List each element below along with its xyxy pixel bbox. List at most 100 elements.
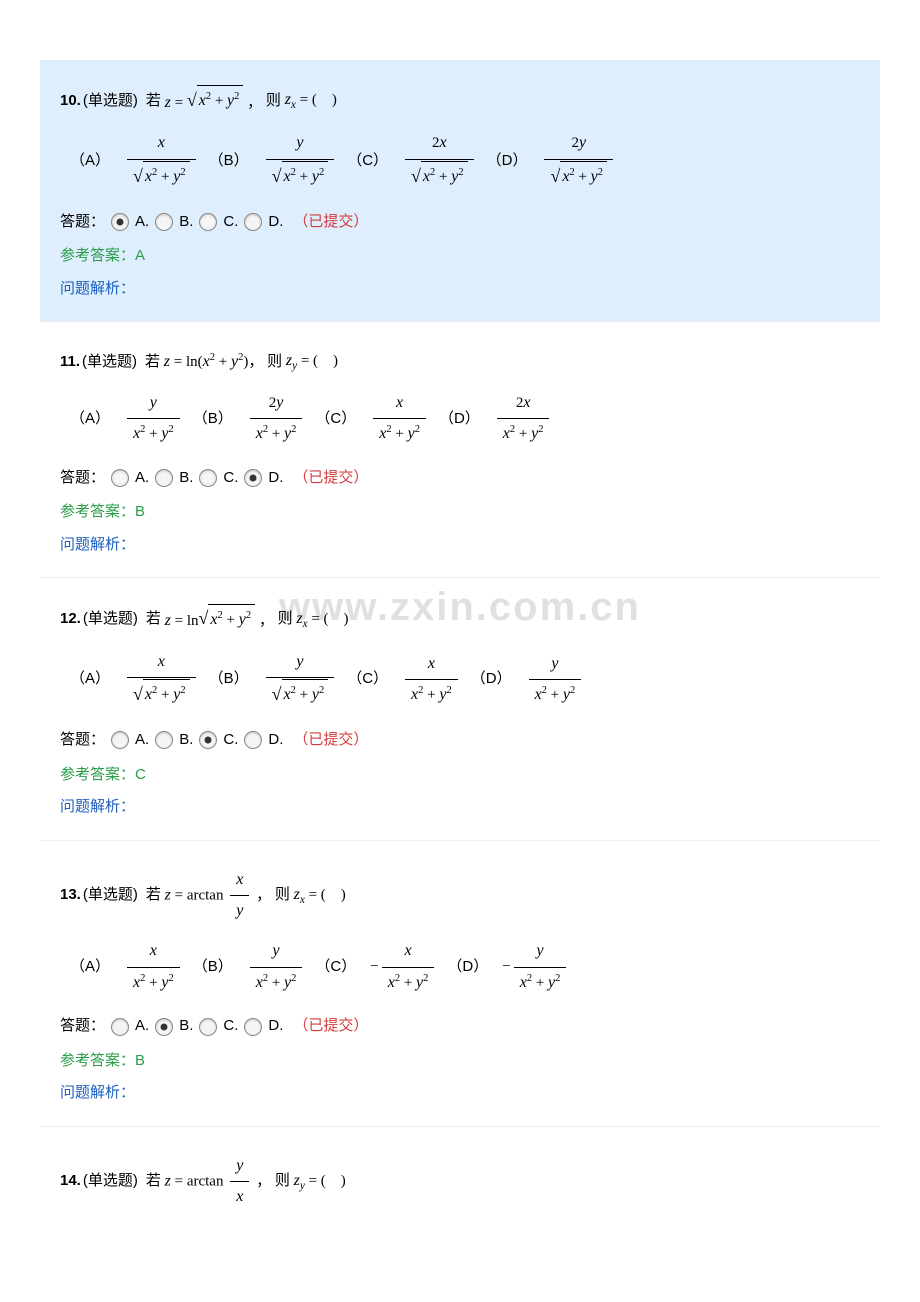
qtype: (单选题): [83, 605, 138, 634]
opt-A: yx2 + y2: [127, 388, 180, 450]
label-A: A.: [135, 726, 149, 755]
opt-B-label: （B）: [193, 405, 233, 434]
opt-D: 2xx2 + y2: [497, 388, 550, 450]
opt-D: 2y√x2 + y2: [544, 128, 613, 194]
opt-C: 2x√x2 + y2: [405, 128, 474, 194]
radio-B[interactable]: [155, 469, 173, 487]
ref-answer: 参考答案：B: [60, 1047, 860, 1076]
word-ze: 则: [278, 605, 293, 634]
answer-label: 答题：: [60, 208, 105, 237]
label-C: C.: [223, 726, 238, 755]
stem-lhs: z = ln(x2 + y2)，: [160, 347, 267, 377]
analysis: 问题解析：: [60, 793, 860, 822]
submitted: （已提交）: [293, 726, 368, 755]
stem-rhs: zx = ( ): [281, 85, 337, 116]
qtype: (单选题): [83, 1167, 138, 1196]
analysis: 问题解析：: [60, 531, 860, 560]
opt-D-label: （D）: [439, 405, 480, 434]
question-13: 13. (单选题) 若 z = arctan xy ， 则 zx = ( ) （…: [40, 841, 880, 1127]
opt-A-label: （A）: [70, 405, 110, 434]
word-ze: 则: [267, 348, 282, 377]
word-ruo: 若: [146, 1167, 161, 1196]
qtype: (单选题): [83, 881, 138, 910]
opt-B-label: （B）: [209, 665, 249, 694]
options-row: （A） xx2 + y2 （B） yx2 + y2 （C） −xx2 + y2 …: [70, 936, 860, 998]
opt-A-label: （A）: [70, 147, 110, 176]
opt-B: yx2 + y2: [250, 936, 303, 998]
radio-B[interactable]: [155, 213, 173, 231]
opt-A: x√x2 + y2: [127, 647, 196, 713]
stem-lhs: z = √x2 + y2 ，: [161, 84, 266, 118]
label-B: B.: [179, 726, 193, 755]
qnum: 14.: [60, 1167, 81, 1196]
stem-lhs: z = arctan yx ，: [161, 1151, 275, 1213]
radio-A[interactable]: [111, 469, 129, 487]
stem-rhs: zx = ( ): [290, 880, 346, 911]
word-ze: 则: [275, 1167, 290, 1196]
label-B: B.: [179, 1012, 193, 1041]
word-ruo: 若: [146, 605, 161, 634]
radio-A[interactable]: [111, 1018, 129, 1036]
ref-answer: 参考答案：C: [60, 761, 860, 790]
ref-answer: 参考答案：B: [60, 498, 860, 527]
question-12: 12. (单选题) 若 z = ln√x2 + y2 ， 则 zx = ( ) …: [40, 578, 880, 840]
qnum: 13.: [60, 881, 81, 910]
opt-A-label: （A）: [70, 953, 110, 982]
qnum: 10.: [60, 87, 81, 116]
label-C: C.: [223, 208, 238, 237]
radio-D[interactable]: [244, 731, 262, 749]
word-ruo: 若: [146, 881, 161, 910]
opt-C: xx2 + y2: [405, 649, 458, 711]
opt-A: xx2 + y2: [127, 936, 180, 998]
opt-C-label: （C）: [315, 405, 356, 434]
label-D: D.: [268, 208, 283, 237]
opt-D-label: （D）: [471, 665, 512, 694]
radio-C[interactable]: [199, 469, 217, 487]
question-10: 10. (单选题) 若 z = √x2 + y2 ， 则 zx = ( ) （A…: [40, 60, 880, 322]
radio-C[interactable]: [199, 213, 217, 231]
opt-B-label: （B）: [193, 953, 233, 982]
radio-D[interactable]: [244, 1018, 262, 1036]
qtype: (单选题): [82, 348, 137, 377]
answer-label: 答题：: [60, 726, 105, 755]
question-14: 14. (单选题) 若 z = arctan yx ， 则 zy = ( ): [40, 1127, 880, 1241]
label-A: A.: [135, 1012, 149, 1041]
analysis: 问题解析：: [60, 1079, 860, 1108]
radio-C[interactable]: [199, 1018, 217, 1036]
word-ruo: 若: [146, 87, 161, 116]
stem-rhs: zy = ( ): [290, 1166, 346, 1197]
qtype: (单选题): [83, 87, 138, 116]
opt-A-label: （A）: [70, 665, 110, 694]
label-D: D.: [268, 1012, 283, 1041]
radio-C[interactable]: [199, 731, 217, 749]
label-D: D.: [268, 464, 283, 493]
ref-answer: 参考答案：A: [60, 242, 860, 271]
radio-D[interactable]: [244, 469, 262, 487]
answer-label: 答题：: [60, 1012, 105, 1041]
radio-B[interactable]: [155, 731, 173, 749]
stem-rhs: zy = ( ): [282, 346, 338, 377]
submitted: （已提交）: [293, 464, 368, 493]
opt-D: yx2 + y2: [529, 649, 582, 711]
submitted: （已提交）: [293, 208, 368, 237]
radio-A[interactable]: [111, 731, 129, 749]
opt-B: y√x2 + y2: [266, 128, 335, 194]
opt-D-label: （D）: [447, 953, 488, 982]
radio-B[interactable]: [155, 1018, 173, 1036]
opt-B-label: （B）: [209, 147, 249, 176]
radio-D[interactable]: [244, 213, 262, 231]
opt-C: xx2 + y2: [373, 388, 426, 450]
radio-A[interactable]: [111, 213, 129, 231]
options-row: （A） x√x2 + y2 （B） y√x2 + y2 （C） xx2 + y2…: [70, 647, 860, 713]
stem-lhs: z = ln√x2 + y2 ，: [161, 602, 278, 636]
submitted: （已提交）: [293, 1012, 368, 1041]
label-B: B.: [179, 208, 193, 237]
word-ruo: 若: [145, 348, 160, 377]
label-A: A.: [135, 208, 149, 237]
options-row: （A） x√x2 + y2 （B） y√x2 + y2 （C） 2x√x2 + …: [70, 128, 860, 194]
label-D: D.: [268, 726, 283, 755]
stem-lhs: z = arctan xy ，: [161, 865, 275, 927]
qnum: 12.: [60, 605, 81, 634]
opt-C-label: （C）: [347, 665, 388, 694]
word-ze: 则: [275, 881, 290, 910]
